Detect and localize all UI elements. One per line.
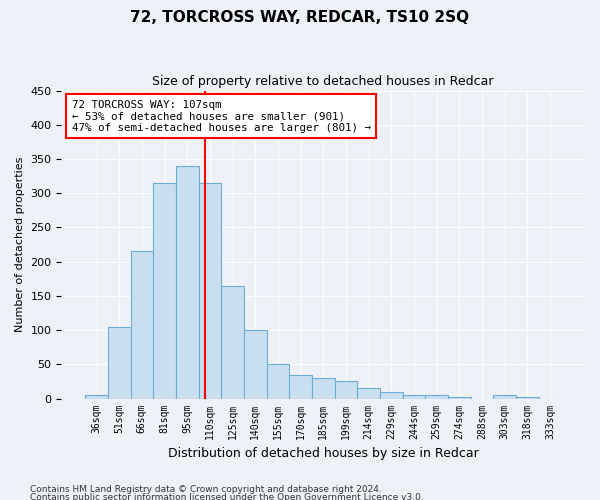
Bar [357, 388, 380, 398]
Title: Size of property relative to detached houses in Redcar: Size of property relative to detached ho… [152, 75, 494, 88]
Bar [335, 382, 357, 398]
Bar [244, 330, 266, 398]
Bar [131, 252, 153, 398]
Bar [266, 364, 289, 398]
Bar [221, 286, 244, 399]
Bar [289, 374, 312, 398]
Bar [312, 378, 335, 398]
Text: Contains HM Land Registry data © Crown copyright and database right 2024.: Contains HM Land Registry data © Crown c… [30, 486, 382, 494]
Bar [108, 326, 131, 398]
Bar [176, 166, 199, 398]
Bar [199, 183, 221, 398]
Bar [153, 183, 176, 398]
Bar [85, 395, 108, 398]
X-axis label: Distribution of detached houses by size in Redcar: Distribution of detached houses by size … [168, 447, 479, 460]
Text: Contains public sector information licensed under the Open Government Licence v3: Contains public sector information licen… [30, 492, 424, 500]
Bar [380, 392, 403, 398]
Bar [425, 395, 448, 398]
Text: 72 TORCROSS WAY: 107sqm
← 53% of detached houses are smaller (901)
47% of semi-d: 72 TORCROSS WAY: 107sqm ← 53% of detache… [72, 100, 371, 133]
Bar [516, 397, 539, 398]
Y-axis label: Number of detached properties: Number of detached properties [15, 157, 25, 332]
Bar [403, 395, 425, 398]
Bar [448, 397, 470, 398]
Text: 72, TORCROSS WAY, REDCAR, TS10 2SQ: 72, TORCROSS WAY, REDCAR, TS10 2SQ [130, 10, 470, 25]
Bar [493, 395, 516, 398]
